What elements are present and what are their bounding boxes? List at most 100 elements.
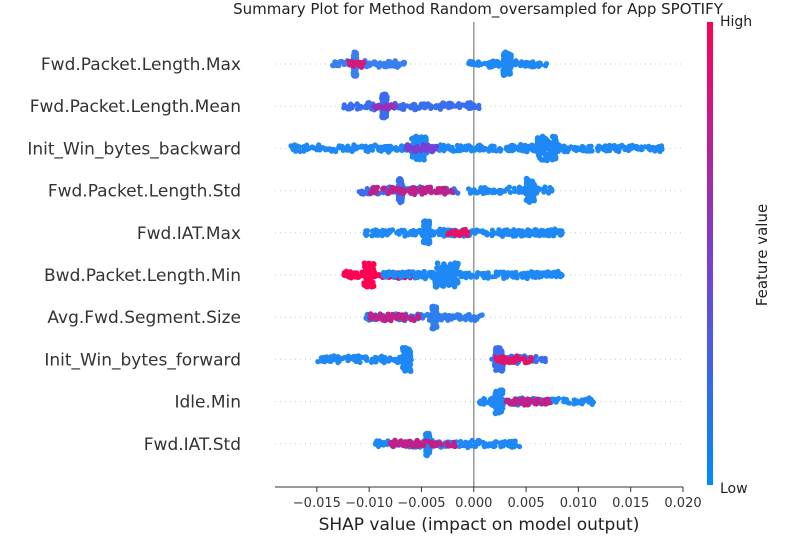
shap-point [372, 355, 379, 361]
shap-point [437, 106, 443, 112]
shap-point [358, 104, 364, 110]
shap-point [450, 271, 457, 277]
shap-point [348, 61, 354, 67]
shap-point [538, 62, 544, 68]
shap-point [496, 401, 503, 408]
shap-point [529, 178, 536, 185]
shap-point [342, 354, 348, 360]
shap-point [546, 140, 553, 146]
shap-point [403, 442, 409, 448]
colorbar-low-label: Low [720, 481, 748, 497]
shap-point [406, 356, 412, 363]
shap-point [547, 184, 553, 191]
shap-point [364, 283, 370, 290]
shap-point [502, 439, 508, 445]
shap-point [447, 100, 453, 106]
shap-point [482, 185, 488, 191]
feature-row-points [288, 133, 665, 164]
shap-point [356, 189, 362, 195]
shap-point [406, 438, 412, 445]
shap-point [526, 396, 532, 403]
shap-point [424, 430, 430, 437]
feature-label: Fwd.IAT.Max [137, 224, 241, 244]
shap-point [336, 358, 342, 364]
shap-point [489, 146, 495, 152]
shap-point [404, 272, 411, 278]
shap-point [436, 270, 443, 277]
shap-point [538, 227, 545, 233]
shap-point [419, 191, 425, 197]
shap-point [412, 136, 419, 143]
shap-point [483, 146, 489, 152]
shap-point [326, 357, 332, 363]
shap-point [431, 272, 438, 278]
shap-point [512, 188, 518, 195]
shap-point [529, 190, 535, 196]
shap-point [431, 321, 438, 328]
shap-point [331, 353, 337, 359]
shap-point [379, 62, 385, 68]
shap-point [364, 105, 370, 111]
shap-point [407, 144, 413, 150]
shap-point [449, 443, 455, 449]
shap-point [485, 270, 491, 276]
shap-point [588, 397, 594, 403]
shap-point [477, 147, 483, 153]
shap-point [421, 443, 427, 449]
shap-point [352, 274, 358, 280]
shap-point [544, 400, 550, 406]
shap-point [438, 317, 445, 323]
shap-point [352, 68, 359, 75]
shap-point [537, 155, 543, 161]
shap-point [521, 60, 527, 66]
shap-point [458, 438, 464, 445]
shap-point [536, 186, 543, 192]
feature-label: Fwd.IAT.Std [144, 435, 241, 455]
shap-point [373, 60, 379, 66]
shap-point [425, 219, 431, 225]
shap-point [363, 355, 369, 361]
shap-point [492, 443, 498, 449]
shap-point [533, 353, 539, 360]
shap-point [479, 270, 485, 277]
feature-row-points [341, 260, 565, 290]
shap-point [434, 265, 440, 271]
shap-point [496, 356, 502, 362]
shap-point [349, 104, 355, 110]
feature-row-points [330, 49, 550, 79]
shap-point [467, 105, 473, 111]
shap-point [467, 439, 473, 446]
shap-point [513, 233, 519, 239]
shap-point [386, 106, 392, 112]
shap-point [477, 61, 483, 67]
chart-title: Summary Plot for Method Random_oversampl… [233, 0, 724, 19]
shap-point [446, 313, 452, 319]
x-tick-label: −0.005 [397, 496, 445, 511]
shap-point [520, 143, 527, 149]
shap-point [431, 304, 438, 311]
shap-point [423, 438, 429, 444]
shap-point [539, 401, 545, 407]
x-tick-label: −0.015 [293, 496, 341, 511]
shap-point [558, 274, 564, 280]
shap-point [508, 142, 514, 149]
shap-point [401, 59, 407, 65]
shap-point [586, 143, 592, 150]
shap-point [372, 103, 378, 109]
shap-point [572, 144, 578, 150]
shap-point [410, 444, 416, 450]
shap-point [455, 190, 461, 196]
shap-point [473, 274, 480, 280]
shap-point [452, 260, 459, 267]
shap-point [539, 272, 545, 278]
shap-point [413, 231, 419, 237]
shap-point [389, 188, 395, 195]
shap-point [402, 229, 408, 235]
shap-point [384, 232, 390, 238]
shap-point [334, 60, 340, 66]
shap-point [506, 438, 513, 445]
shap-point [454, 312, 460, 318]
shap-point [547, 147, 553, 153]
shap-points [288, 49, 665, 459]
